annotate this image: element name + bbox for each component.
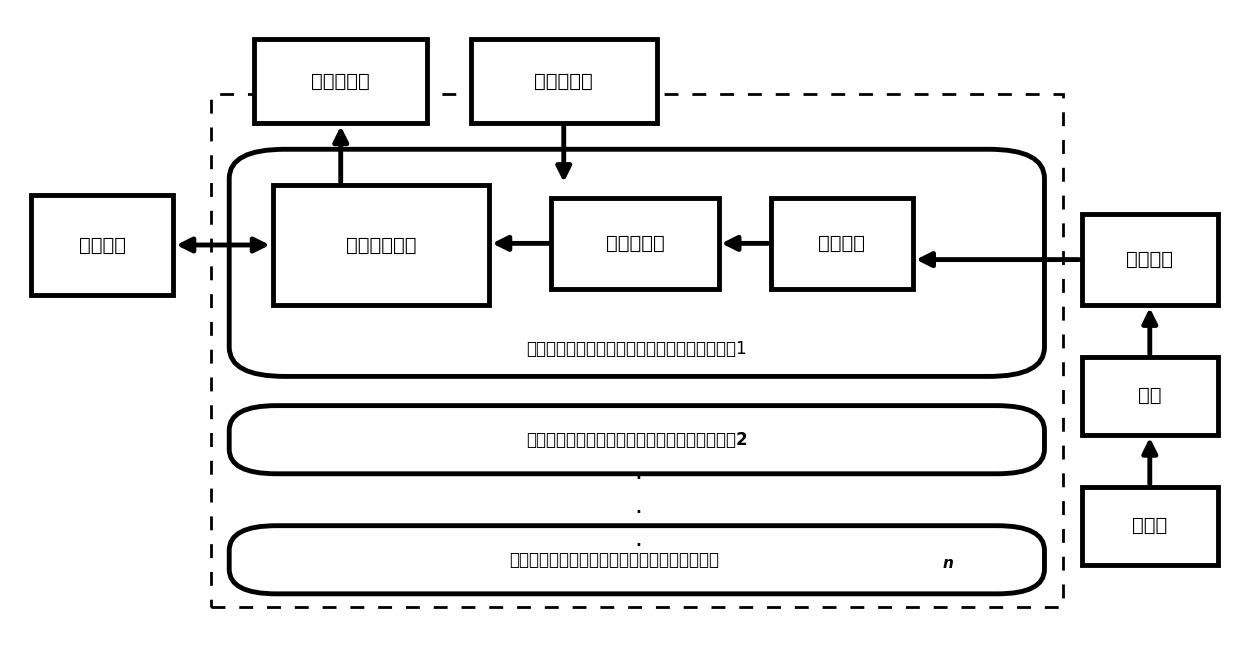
Text: 被测绞线: 被测绞线 (79, 236, 125, 254)
Text: 面向绞线结构的液压紧式超声导波损伤检测装置2: 面向绞线结构的液压紧式超声导波损伤检测装置2 (527, 431, 747, 448)
Text: ·
·
·: · · · (634, 467, 642, 558)
Bar (771, 198, 913, 289)
Text: 信号发生器: 信号发生器 (534, 71, 593, 91)
Bar (273, 185, 489, 305)
Text: 超声探头模块: 超声探头模块 (346, 236, 416, 254)
Text: 电调: 电调 (1139, 386, 1161, 406)
Text: n: n (943, 556, 954, 570)
Text: 液压紧模块: 液压紧模块 (606, 234, 664, 253)
Bar (254, 39, 427, 123)
Text: 微型油泵: 微型油泵 (1126, 250, 1173, 269)
Bar (211, 94, 1063, 607)
Text: 面向绞线结构的液压紧式超声导波损伤检测装置: 面向绞线结构的液压紧式超声导波损伤检测装置 (509, 551, 720, 569)
Text: 遥控器: 遥控器 (1132, 516, 1167, 535)
Bar (1082, 214, 1218, 305)
Bar (1082, 487, 1218, 565)
Bar (1082, 357, 1218, 435)
FancyBboxPatch shape (229, 149, 1044, 376)
Text: 环形底座: 环形底座 (819, 234, 865, 253)
Bar (471, 39, 657, 123)
Text: 面向绞线结构的液压紧式超声导波损伤检测装置1: 面向绞线结构的液压紧式超声导波损伤检测装置1 (527, 340, 747, 358)
Bar (551, 198, 719, 289)
Text: 数据采集卡: 数据采集卡 (311, 71, 370, 91)
FancyBboxPatch shape (229, 406, 1044, 474)
FancyBboxPatch shape (229, 526, 1044, 594)
Bar (31, 195, 173, 295)
